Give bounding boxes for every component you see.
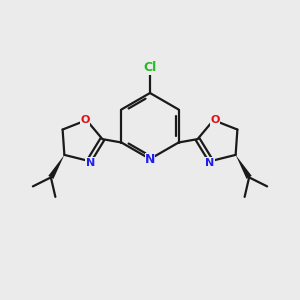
Text: O: O — [210, 115, 220, 125]
Polygon shape — [48, 155, 64, 179]
Text: O: O — [80, 115, 90, 125]
Text: Cl: Cl — [143, 61, 157, 74]
Text: N: N — [145, 152, 155, 166]
Text: N: N — [86, 158, 95, 167]
Text: N: N — [205, 158, 214, 167]
Polygon shape — [236, 155, 252, 179]
